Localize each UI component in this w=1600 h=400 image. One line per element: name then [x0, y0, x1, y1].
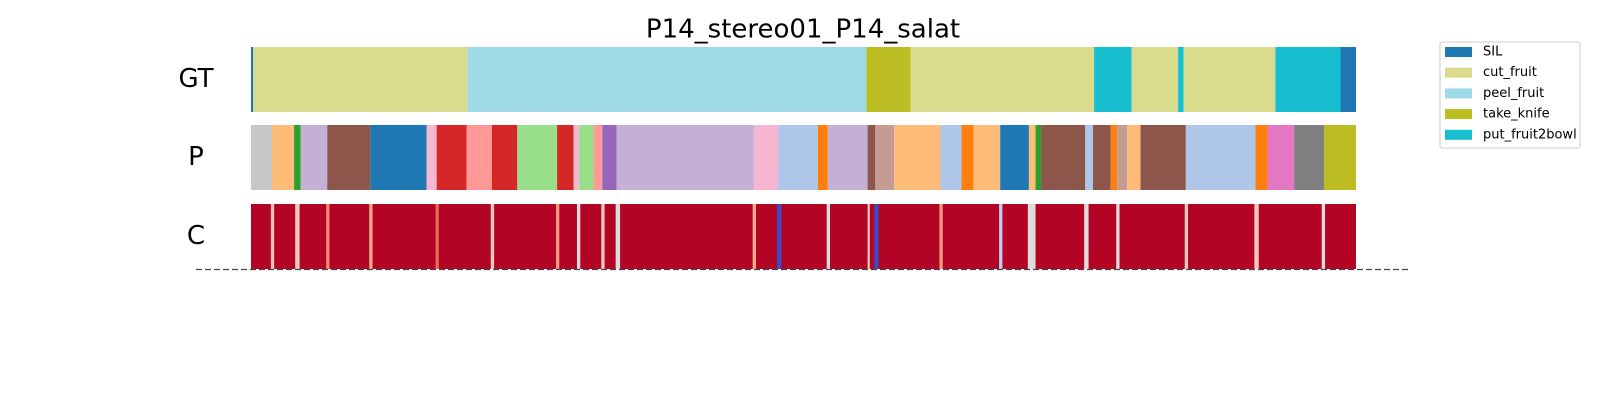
segment — [1184, 204, 1189, 269]
segment — [1131, 47, 1179, 112]
segment — [1000, 125, 1029, 190]
row-label: P — [188, 142, 204, 172]
legend-label: peel_fruit — [1483, 86, 1544, 101]
segment — [1267, 125, 1295, 190]
segment — [1084, 204, 1089, 269]
segment — [778, 125, 818, 190]
legend-swatch — [1445, 88, 1472, 99]
segment — [555, 204, 560, 269]
segment — [467, 47, 867, 112]
segment — [1110, 125, 1118, 190]
segment — [517, 125, 558, 190]
segment — [426, 125, 437, 190]
segment — [294, 125, 301, 190]
segment — [973, 125, 1001, 190]
segment — [910, 47, 1095, 112]
segment — [752, 204, 756, 269]
segment — [466, 125, 492, 190]
segment — [1116, 204, 1120, 269]
legend-label: cut_fruit — [1483, 65, 1537, 80]
legend-swatch — [1445, 129, 1472, 140]
segment — [1255, 125, 1268, 190]
segment — [573, 125, 580, 190]
segment — [894, 125, 941, 190]
segment — [1094, 47, 1132, 112]
segment — [435, 204, 439, 269]
legend-label: take_knife — [1483, 107, 1550, 122]
segment — [601, 204, 605, 269]
segment — [1041, 125, 1086, 190]
segment — [940, 125, 962, 190]
segment — [271, 125, 295, 190]
row-label: GT — [178, 64, 213, 94]
segment — [253, 47, 468, 112]
segment — [251, 47, 254, 112]
segment — [1093, 125, 1111, 190]
legend-swatch — [1445, 67, 1472, 78]
legend-swatch — [1445, 109, 1472, 120]
segment — [826, 204, 831, 269]
segment — [753, 125, 779, 190]
segment — [866, 47, 911, 112]
segment — [776, 204, 782, 269]
segment — [961, 125, 974, 190]
segment — [602, 125, 617, 190]
legend-swatch — [1445, 47, 1472, 57]
segment — [827, 125, 868, 190]
segment — [1185, 125, 1256, 190]
segment — [327, 125, 371, 190]
segment — [1140, 125, 1186, 190]
segment — [370, 125, 427, 190]
segment — [1117, 125, 1128, 190]
segment — [1340, 47, 1356, 112]
segment — [1275, 47, 1341, 112]
segment — [300, 125, 328, 190]
segment — [867, 125, 876, 190]
segment — [1127, 125, 1141, 190]
segment — [579, 125, 594, 190]
legend-box — [1439, 41, 1581, 149]
segment — [593, 125, 603, 190]
segment — [326, 204, 330, 269]
segment — [1035, 125, 1042, 190]
rows: GT P C — [178, 47, 1356, 269]
segment — [576, 204, 581, 269]
segment — [369, 204, 373, 269]
legend-label: SIL — [1483, 45, 1503, 60]
legend: SIL cut_fruit peel_fruit take_knife put_frui… — [1445, 45, 1577, 142]
segment — [1178, 47, 1184, 112]
segment — [999, 204, 1003, 269]
segment — [295, 204, 300, 269]
segment — [817, 125, 828, 190]
segment — [875, 125, 895, 190]
segment — [1254, 204, 1259, 269]
segment — [251, 125, 272, 190]
segment — [1294, 125, 1324, 190]
segment — [270, 204, 275, 269]
segment — [939, 204, 943, 269]
segment — [1321, 204, 1326, 269]
segment — [615, 204, 621, 269]
segment — [1028, 125, 1036, 190]
segment — [616, 125, 754, 190]
segment — [867, 204, 870, 269]
segment — [874, 204, 879, 269]
segment — [1323, 125, 1356, 190]
chart-title: P14_stereo01_P14_salat — [646, 15, 960, 45]
segment — [491, 125, 518, 190]
segment — [251, 204, 1356, 269]
segment — [436, 125, 467, 190]
segment — [1027, 204, 1036, 269]
segment — [1183, 47, 1276, 112]
segment — [1085, 125, 1094, 190]
row-label: C — [187, 221, 205, 251]
segment — [490, 204, 495, 269]
segment — [557, 125, 574, 190]
legend-label: put_fruit2bowl — [1483, 127, 1577, 142]
